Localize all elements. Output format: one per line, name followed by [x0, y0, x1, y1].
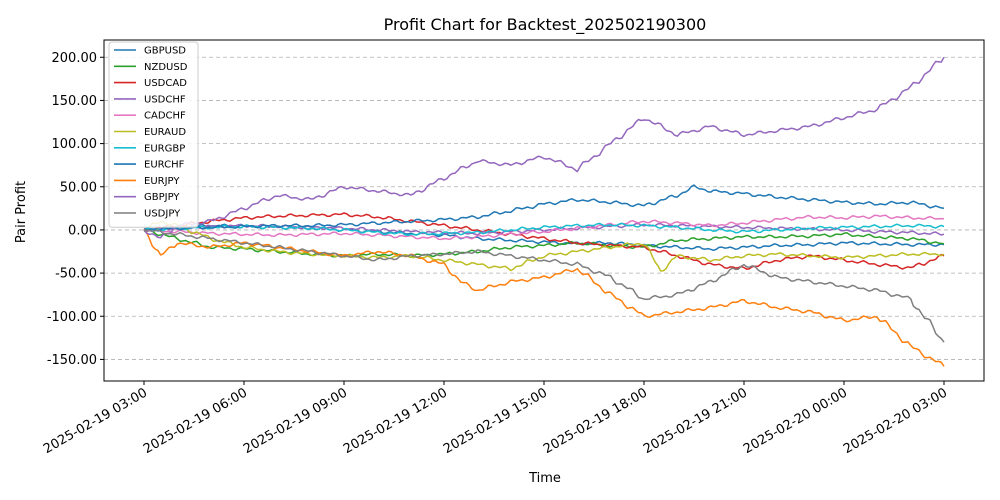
- series-line-cadchf: [143, 214, 945, 241]
- legend-label: CADCHF: [144, 111, 186, 122]
- series-line-euraud: [143, 220, 945, 272]
- x-tick-label: 2025-02-20 03:00: [841, 385, 950, 457]
- series-lines: [143, 56, 945, 367]
- x-tick-label: 2025-02-19 12:00: [341, 385, 450, 457]
- y-axis-label: Pair Profit: [14, 181, 29, 243]
- legend-label: EURAUD: [144, 127, 186, 138]
- y-tick-label: -100.00: [47, 310, 97, 325]
- series-line-gbpjpy: [143, 56, 945, 239]
- x-tick-label: 2025-02-19 18:00: [541, 385, 650, 457]
- series-line-usdjpy: [143, 229, 945, 343]
- legend: GBPUSD NZDUSD USDCAD USDCHF CADCHF EURAUD EURG…: [108, 41, 199, 228]
- y-tick-label: -50.00: [55, 267, 97, 282]
- legend-label: USDCHF: [144, 94, 186, 105]
- y-tick-label: 50.00: [60, 180, 97, 195]
- legend-label: EURGBP: [144, 143, 185, 154]
- legend-label: EURJPY: [144, 176, 180, 187]
- y-tick-label: 100.00: [52, 137, 98, 152]
- x-tick-label: 2025-02-19 03:00: [41, 385, 150, 457]
- legend-label: USDCAD: [144, 78, 187, 89]
- y-tick-label: 0.00: [68, 223, 97, 238]
- legend-label: USDJPY: [144, 209, 181, 220]
- x-tick-label: 2025-02-19 06:00: [141, 385, 250, 457]
- x-tick-label: 2025-02-20 00:00: [741, 385, 850, 457]
- y-axis-ticks: 200.00 150.00 100.00 50.00 0.00 -50.00 -100.00…: [47, 51, 104, 368]
- legend-label: NZDUSD: [144, 62, 188, 73]
- y-tick-label: 150.00: [52, 94, 98, 109]
- legend-label: EURCHF: [144, 160, 185, 171]
- x-tick-label: 2025-02-19 15:00: [441, 385, 550, 457]
- legend-label: GBPJPY: [144, 192, 180, 203]
- x-axis-label: Time: [528, 471, 561, 486]
- y-tick-label: 200.00: [52, 51, 98, 66]
- x-tick-label: 2025-02-19 21:00: [641, 385, 750, 457]
- series-line-eurchf: [143, 184, 945, 232]
- grid-lines: [104, 56, 984, 360]
- legend-label: GBPUSD: [144, 46, 186, 57]
- series-line-usdcad: [143, 212, 945, 270]
- x-tick-label: 2025-02-19 09:00: [241, 385, 350, 457]
- chart-title: Profit Chart for Backtest_202502190300: [384, 15, 707, 35]
- series-line-nzdusd: [143, 228, 945, 259]
- series-line-eurjpy: [143, 229, 945, 367]
- y-tick-label: -150.00: [47, 353, 97, 368]
